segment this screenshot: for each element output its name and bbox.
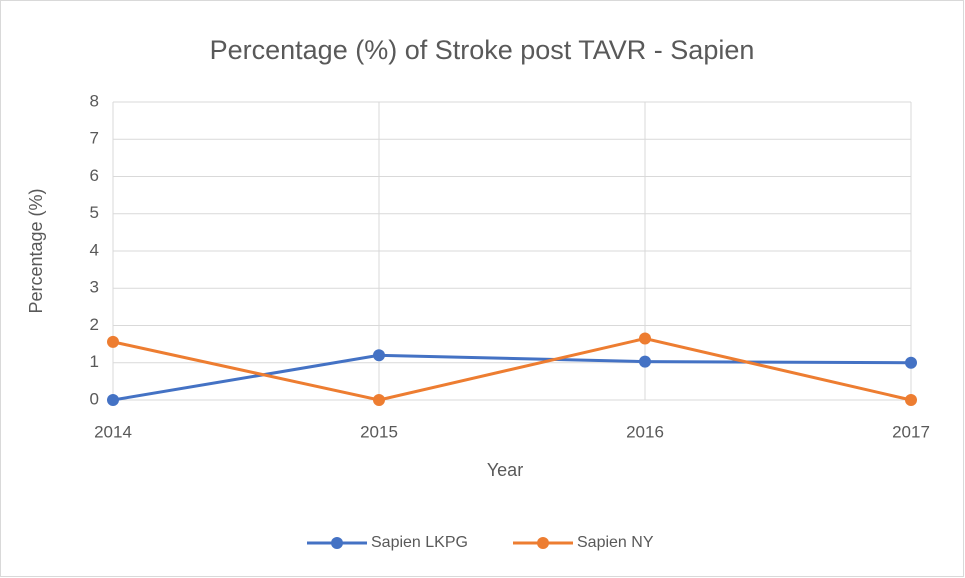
legend-marker — [537, 537, 549, 549]
series-line — [112, 336, 912, 402]
data-point — [905, 356, 917, 369]
y-tick-label: 6 — [90, 166, 99, 185]
y-tick-label: 0 — [90, 389, 99, 408]
legend-label: Sapien NY — [577, 534, 654, 551]
data-point — [639, 355, 651, 368]
series-line — [112, 353, 912, 402]
y-tick-label: 3 — [90, 278, 99, 297]
x-tick-label: 2016 — [626, 422, 664, 441]
y-tick-label: 1 — [90, 352, 99, 371]
data-point — [639, 332, 651, 345]
x-tick-label: 2017 — [892, 422, 930, 441]
data-point — [373, 349, 385, 362]
y-tick-label: 8 — [90, 91, 99, 110]
x-tick-label: 2014 — [94, 422, 132, 441]
data-point — [107, 335, 119, 348]
chart-title: Percentage (%) of Stroke post TAVR - Sap… — [210, 35, 755, 65]
legend-label: Sapien LKPG — [371, 534, 468, 551]
y-tick-label: 5 — [90, 203, 99, 222]
data-point — [107, 394, 119, 406]
data-point — [373, 394, 385, 406]
y-tick-label: 7 — [90, 129, 99, 148]
y-axis-label: Percentage (%) — [26, 188, 46, 313]
x-axis-label: Year — [487, 460, 523, 480]
data-point — [905, 394, 917, 406]
y-tick-label: 2 — [90, 315, 99, 334]
x-tick-label: 2015 — [360, 422, 398, 441]
legend-marker — [331, 537, 343, 549]
y-tick-label: 4 — [90, 240, 99, 259]
